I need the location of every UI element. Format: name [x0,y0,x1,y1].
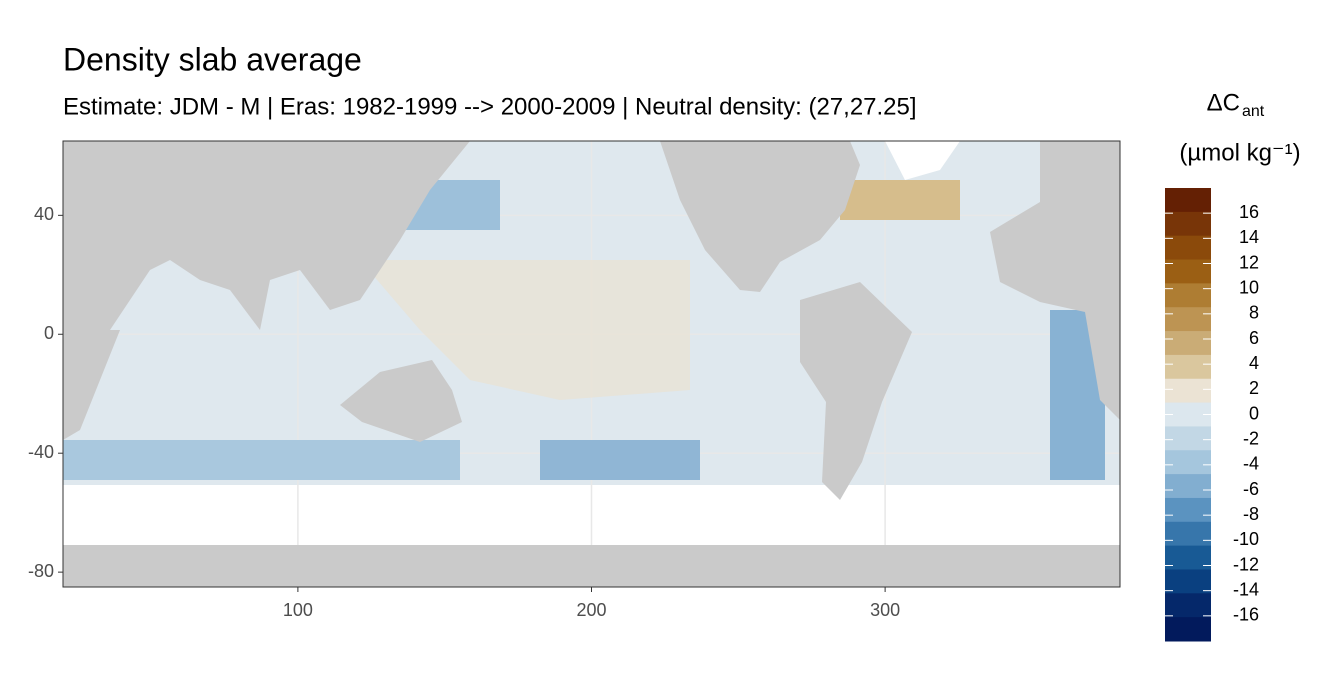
legend-swatch [1165,307,1211,332]
y-tick-label: -40 [28,442,54,462]
legend-label: -14 [1233,579,1259,599]
ocean-region [360,260,690,400]
legend-swatch [1165,450,1211,475]
legend-label: -10 [1233,529,1259,549]
legend-swatch [1165,188,1211,213]
chart-subtitle: Estimate: JDM - M | Eras: 1982-1999 --> … [63,93,917,120]
legend-title-subscript: ant [1242,103,1265,120]
legend-swatch [1165,283,1211,308]
legend-label: 0 [1249,403,1259,423]
ocean-region [840,180,960,220]
legend: 16 14 12 10 8 6 4 2 0 -2 -4 -6 -8 -10 -12 -14 -16 [1165,188,1259,642]
legend-swatch [1165,354,1211,380]
legend-swatch [1165,569,1211,594]
legend-swatch [1165,497,1211,523]
legend-label: 4 [1249,353,1259,373]
legend-swatch [1165,331,1211,356]
legend-label: 12 [1239,252,1259,272]
legend-label: 14 [1239,227,1259,247]
land [340,360,462,442]
legend-swatch [1165,378,1211,404]
no-data [885,141,960,180]
legend-label: 16 [1239,202,1259,222]
legend-swatch [1165,593,1211,618]
ocean-region [1050,310,1105,480]
land [990,141,1120,420]
legend-swatch [1165,235,1211,261]
land [660,141,860,292]
land [800,282,912,500]
legend-swatch [1165,521,1211,547]
legend-label: 8 [1249,303,1259,323]
land [63,141,470,330]
legend-swatch [1165,211,1211,237]
legend-label: 10 [1239,277,1259,297]
legend-label: 6 [1249,328,1259,348]
legend-label: -16 [1233,605,1259,625]
x-tick-label: 200 [576,600,606,620]
legend-label: -4 [1243,454,1259,474]
ocean-region [540,440,700,480]
x-tick-label: 300 [870,600,900,620]
legend-label: -12 [1233,554,1259,574]
map [62,140,1121,588]
y-tick-label: -80 [28,561,54,581]
legend-swatch [1165,545,1211,570]
legend-swatch [1165,474,1211,499]
x-tick-label: 100 [283,600,313,620]
legend-label: -2 [1243,428,1259,448]
legend-title: ΔC [1207,89,1240,116]
legend-label: 2 [1249,378,1259,398]
legend-unit: (µmol kg⁻¹) [1179,139,1300,166]
antarctica [63,545,1120,587]
legend-swatch [1165,426,1211,451]
legend-label: -8 [1243,504,1259,524]
y-tick-label: 0 [44,323,54,343]
legend-swatch [1165,617,1211,642]
ocean-region [63,440,460,480]
land [63,330,120,440]
legend-label: -6 [1243,479,1259,499]
y-tick-label: 40 [34,204,54,224]
chart-title: Density slab average [63,41,362,77]
